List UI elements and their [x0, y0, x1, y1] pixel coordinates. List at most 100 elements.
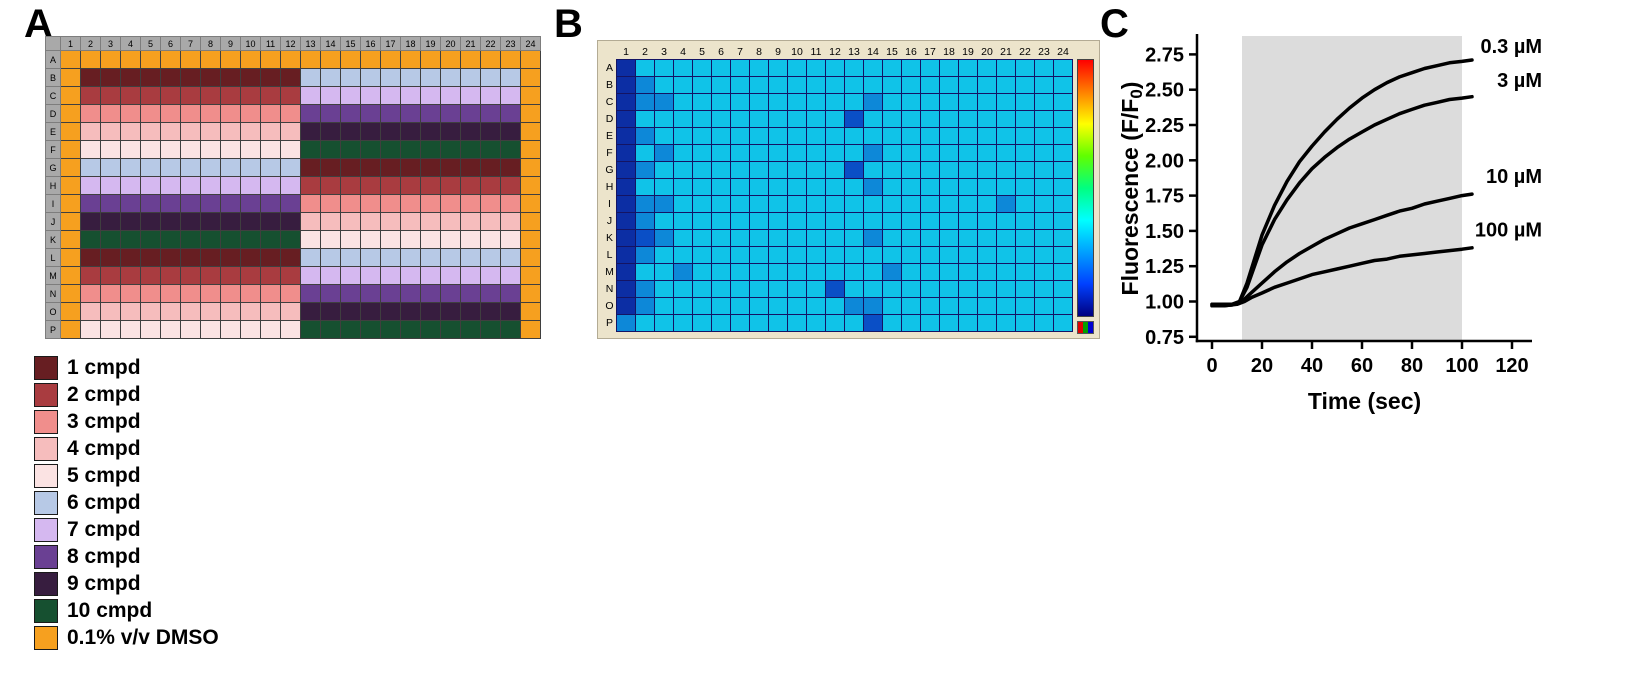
well [360, 86, 381, 105]
row-header: H [605, 181, 614, 193]
well [654, 212, 674, 230]
well [120, 104, 141, 123]
well [520, 122, 541, 141]
well [100, 230, 121, 249]
well [240, 194, 261, 213]
well [996, 161, 1016, 179]
well [100, 176, 121, 195]
well [340, 194, 361, 213]
well [1053, 110, 1073, 128]
well [340, 176, 361, 195]
well [160, 104, 181, 123]
plate-corner [603, 45, 617, 60]
well [654, 314, 674, 332]
well [635, 144, 655, 162]
well [160, 230, 181, 249]
well [844, 229, 864, 247]
well [480, 50, 501, 69]
plate-row: C [603, 93, 1073, 111]
well [939, 195, 959, 213]
well [100, 266, 121, 285]
legend-item: 9 cmpd [34, 572, 219, 596]
row-header: A [45, 50, 61, 69]
well [939, 314, 959, 332]
well [844, 93, 864, 111]
rgb-scale-icon [1077, 321, 1094, 334]
well [730, 314, 750, 332]
well [711, 178, 731, 196]
fluorescence-curve [1210, 192, 1474, 307]
plate-row: I [603, 195, 1073, 213]
well [400, 302, 421, 321]
well [863, 280, 883, 298]
well [280, 212, 301, 231]
well [958, 110, 978, 128]
well [958, 229, 978, 247]
well [635, 297, 655, 315]
well [200, 50, 221, 69]
well [882, 246, 902, 264]
well [480, 302, 501, 321]
well [220, 140, 241, 159]
plate-row: P [45, 320, 541, 339]
well [882, 144, 902, 162]
well [260, 50, 281, 69]
row-header: F [606, 147, 613, 159]
legend-item: 3 cmpd [34, 410, 219, 434]
well [1015, 246, 1035, 264]
well [160, 176, 181, 195]
col-header: 10 [240, 36, 261, 51]
well [480, 320, 501, 339]
plate-row: F [45, 140, 541, 159]
plate-a-header-row: 1 2 3 4 5 6 7 8 9 10 11 12 13 14 15 16 17 18 19 20 21 22 23 24 [45, 36, 541, 51]
well [996, 314, 1016, 332]
well [939, 246, 959, 264]
well [180, 284, 201, 303]
well [380, 284, 401, 303]
well [400, 284, 421, 303]
kinetics-chart: 0.75 1.00 1.25 1.50 1.75 2.00 2.25 2.50 2.75 0 20 4… [1117, 34, 1542, 414]
well [160, 68, 181, 87]
well [768, 246, 788, 264]
legend: 1 cmpd 2 cmpd 3 cmpd 4 cmpd 5 cmpd 6 cmpd 7 cm… [34, 356, 219, 650]
well [100, 86, 121, 105]
well [500, 50, 521, 69]
well [440, 284, 461, 303]
well [100, 158, 121, 177]
well [100, 104, 121, 123]
well [60, 230, 81, 249]
well [787, 76, 807, 94]
well [200, 194, 221, 213]
well [500, 230, 521, 249]
well [863, 93, 883, 111]
well [920, 297, 940, 315]
well [340, 68, 361, 87]
col-header: 24 [520, 36, 541, 51]
well [768, 76, 788, 94]
well [806, 59, 826, 77]
well [180, 68, 201, 87]
well [920, 314, 940, 332]
well [692, 229, 712, 247]
well [420, 68, 441, 87]
well [958, 263, 978, 281]
well [480, 284, 501, 303]
well [320, 248, 341, 267]
well [996, 195, 1016, 213]
well [939, 212, 959, 230]
well [768, 212, 788, 230]
well [730, 93, 750, 111]
row-header: C [45, 86, 61, 105]
well [200, 320, 221, 339]
well [260, 320, 281, 339]
well [711, 229, 731, 247]
well [825, 127, 845, 145]
well [480, 122, 501, 141]
col-header: 8 [756, 46, 762, 58]
well [280, 50, 301, 69]
well [673, 195, 693, 213]
x-tick-label: 0 [1206, 355, 1217, 377]
well [996, 297, 1016, 315]
well [635, 212, 655, 230]
well [654, 246, 674, 264]
